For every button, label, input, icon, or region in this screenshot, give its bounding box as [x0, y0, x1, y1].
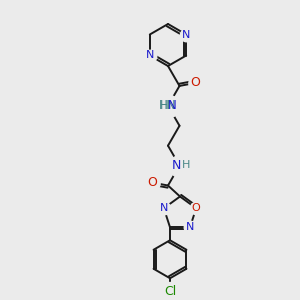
Text: O: O	[192, 203, 200, 213]
Text: N: N	[186, 222, 194, 232]
Text: H: H	[160, 99, 168, 112]
Text: O: O	[147, 176, 157, 189]
Text: N: N	[182, 29, 190, 40]
Text: Cl: Cl	[164, 285, 176, 298]
Text: H: H	[182, 160, 191, 170]
Text: N: N	[172, 159, 181, 172]
Text: N: N	[168, 99, 176, 112]
Text: HN: HN	[159, 99, 177, 112]
Text: N: N	[146, 50, 154, 61]
Text: N: N	[160, 203, 168, 213]
Text: O: O	[190, 76, 200, 89]
